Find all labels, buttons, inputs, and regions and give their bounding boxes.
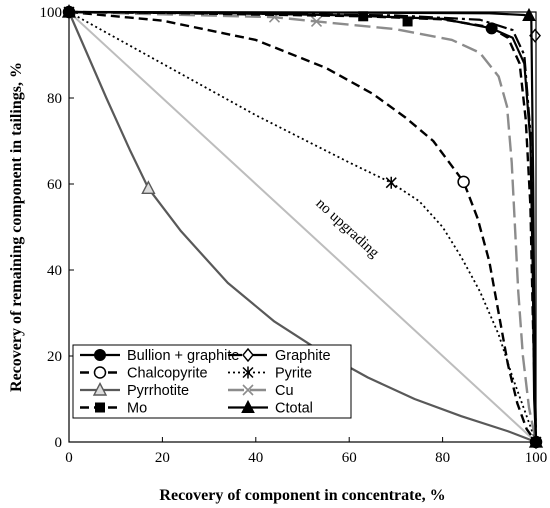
legend-marker-pyrite xyxy=(242,366,254,379)
legend-label-ctotal: Ctotal xyxy=(275,401,313,417)
plot-area xyxy=(61,3,544,450)
legend-marker-graphite xyxy=(242,347,254,363)
legend-label-pyrrhotite: Pyrrhotite xyxy=(127,383,189,399)
legend-item-pyrite: Pyrite xyxy=(228,366,312,382)
legend-marker-cu xyxy=(242,384,254,396)
legend-label-pyrite: Pyrite xyxy=(275,366,312,382)
legend-item-cu: Cu xyxy=(228,383,294,399)
legend-label-mo: Mo xyxy=(127,401,147,417)
y-tick-label-40: 40 xyxy=(47,263,62,279)
y-axis-title: Recovery of remaining component in taili… xyxy=(8,62,25,392)
y-tick-label-100: 100 xyxy=(40,5,63,21)
series-line-no-upgrading xyxy=(68,11,537,443)
x-tick-label-40: 40 xyxy=(248,450,263,466)
legend-item-chalcopyrite: Chalcopyrite xyxy=(80,366,208,382)
no-upgrading-annotation: no upgrading xyxy=(313,196,383,262)
series-no-upgrading xyxy=(68,11,537,443)
legend-label-bullion-graphite: Bullion + graphite xyxy=(127,348,239,364)
axes-frame xyxy=(68,11,537,443)
x-tick-label-80: 80 xyxy=(435,450,450,466)
legend-item-bullion-graphite: Bullion + graphite xyxy=(80,348,239,364)
y-tick-label-0: 0 xyxy=(55,435,63,451)
y-tick-label-60: 60 xyxy=(47,177,62,193)
legend-label-graphite: Graphite xyxy=(275,348,331,364)
marker-pyrite-1 xyxy=(385,176,397,189)
series-ctotal xyxy=(62,4,543,448)
legend-marker-chalcopyrite xyxy=(93,366,107,379)
x-tick-label-60: 60 xyxy=(342,450,357,466)
legend-marker-bullion-graphite xyxy=(94,349,106,361)
tick-layer: 0 20 40 60 80 100 0 20 40 60 80 100 xyxy=(40,5,548,466)
y-tick-label-80: 80 xyxy=(47,91,62,107)
legend-item-ctotal: Ctotal xyxy=(228,399,313,417)
x-tick-label-0: 0 xyxy=(65,450,73,466)
marker-bullion-graphite-1 xyxy=(485,22,498,35)
series-line-pyrite xyxy=(68,11,537,443)
plot-border xyxy=(68,11,537,443)
legend-item-pyrrhotite: Pyrrhotite xyxy=(80,381,189,399)
marker-mo-2 xyxy=(402,16,413,27)
legend-label-chalcopyrite: Chalcopyrite xyxy=(127,366,208,382)
series-line-cu xyxy=(68,10,538,443)
x-tick-label-20: 20 xyxy=(155,450,170,466)
marker-cu-2 xyxy=(310,15,323,28)
legend-marker-mo xyxy=(95,402,105,413)
legend-item-graphite: Graphite xyxy=(228,347,331,364)
marker-chalcopyrite-1 xyxy=(457,175,470,189)
series-line-chalcopyrite xyxy=(68,10,537,443)
marker-pyrrhotite-1 xyxy=(141,180,156,195)
x-axis-title: Recovery of component in concentrate, % xyxy=(159,487,445,504)
legend-label-cu: Cu xyxy=(275,383,294,399)
legend-box xyxy=(72,344,352,419)
legend-marker-ctotal xyxy=(241,399,255,413)
legend-item-mo: Mo xyxy=(80,401,147,417)
series-line-pyrrhotite xyxy=(67,11,537,444)
x-tick-label-100: 100 xyxy=(525,450,548,466)
marker-ctotal-1 xyxy=(522,7,536,21)
y-tick-label-20: 20 xyxy=(47,349,62,365)
legend-marker-pyrrhotite xyxy=(92,381,108,396)
